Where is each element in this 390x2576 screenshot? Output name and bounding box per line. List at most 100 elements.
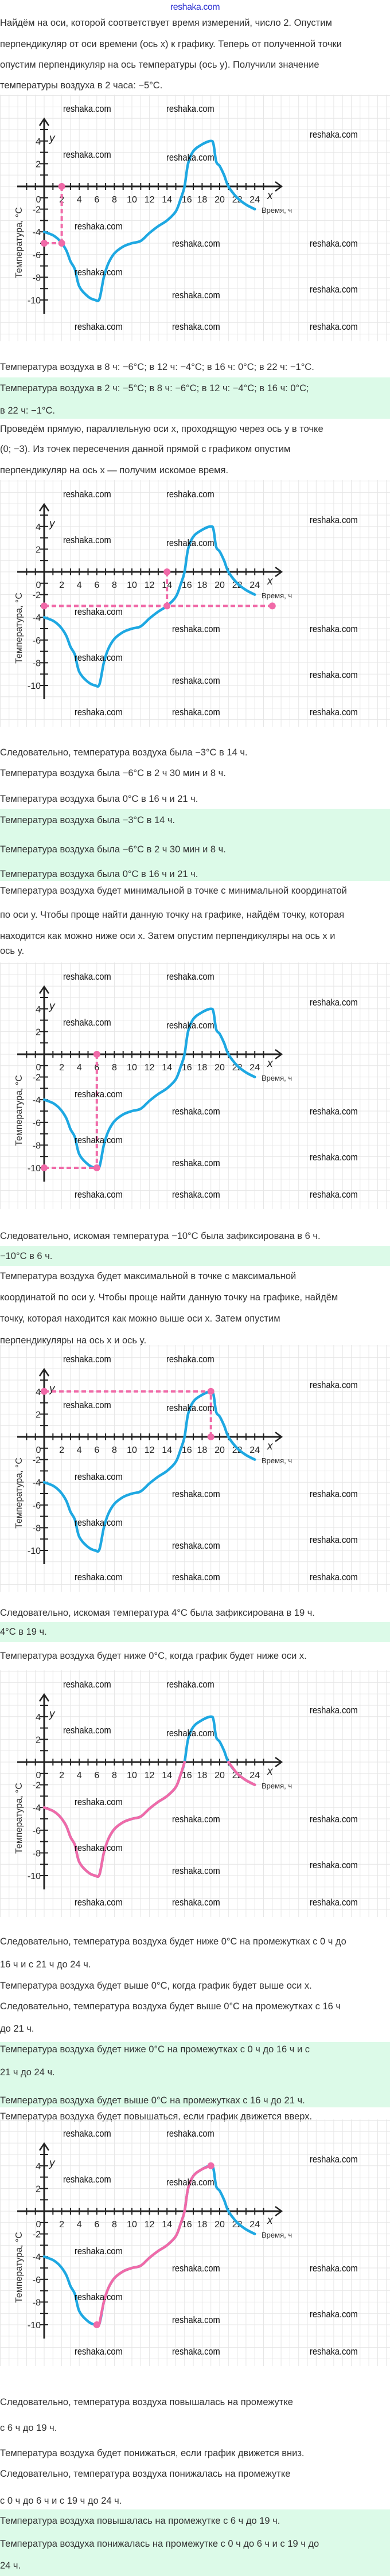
text-line: перпендикуляры на ось x и ось y. — [0, 1335, 147, 1346]
y-axis-arrow-icon — [38, 502, 50, 512]
x-tick-label: 16 — [182, 2220, 192, 2230]
y-tick-label: -10 — [28, 296, 41, 306]
x-tick-label: 12 — [145, 1771, 155, 1780]
x-tick-label: 6 — [94, 1063, 99, 1073]
site-logo-link[interactable]: reshaka.com — [170, 2, 220, 12]
text-line: перпендикуляр от оси времени (ось x) к г… — [0, 39, 342, 49]
y-tick-label: -10 — [28, 2321, 41, 2331]
y-axis-arrow-icon — [38, 1693, 50, 1702]
temperature-curve — [42, 525, 256, 688]
x-axis-label: x — [267, 2215, 274, 2227]
x-tick-label: 20 — [214, 1771, 225, 1780]
y-tick-label: 2 — [36, 545, 41, 555]
x-tick-label: 6 — [94, 1445, 99, 1455]
x-tick-label: 16 — [182, 1063, 192, 1073]
x-axis-label: x — [267, 575, 274, 587]
y-tick-label: -4 — [33, 1096, 41, 1105]
x-tick-label: 0 — [36, 2220, 41, 2230]
text-line: по оси y. Чтобы проще найти данную точку… — [0, 910, 345, 920]
text-line: до 21 ч. — [0, 2024, 34, 2034]
x-tick-label: 22 — [232, 2220, 243, 2230]
x-tick-label: 8 — [112, 580, 117, 590]
answer-line: Температура воздуха будет ниже 0°C на пр… — [0, 2044, 310, 2055]
x-tick-label: 18 — [197, 1063, 208, 1073]
y-tick-label: -8 — [33, 1141, 41, 1151]
text-line: Следовательно, температура воздуха будет… — [0, 2001, 341, 2012]
y-axis-marker-dot — [41, 1388, 48, 1395]
grid — [0, 1670, 390, 1917]
text-line: Следовательно, температура воздуха пониж… — [0, 2469, 291, 2479]
y-axis-title: Температура, °С — [14, 593, 24, 664]
answer-box — [0, 2509, 390, 2576]
x-tick-label: 14 — [162, 195, 172, 205]
temperature-chart: 0 2 4 6 8 10 12 14 16 18 20 22 24 4 2 -2 -4 -6 -8 -10 y x Врем… — [0, 480, 390, 727]
x-tick-label: 22 — [232, 580, 243, 590]
x-tick-label: 14 — [162, 1771, 172, 1780]
text-line: опустим перпендикуляр на ось температуры… — [0, 60, 319, 70]
y-tick-label: -4 — [33, 1478, 41, 1488]
y-axis-title: Температура, °С — [14, 1075, 24, 1146]
x-tick-label: 10 — [127, 195, 137, 205]
y-tick-label: -6 — [33, 2275, 41, 2285]
answer-line: Температура воздуха повышалась на промеж… — [0, 2516, 280, 2526]
temperature-curve — [42, 139, 256, 302]
temperature-chart: 0 2 4 6 8 10 12 14 16 18 20 22 24 4 2 -2 -4 -6 -8 -10 y x Врем… — [0, 1345, 390, 1592]
answer-line: 4°C в 19 ч. — [0, 1627, 47, 1637]
text-line: Температура воздуха будет понижаться, ес… — [0, 2448, 305, 2458]
x-tick-label: 12 — [145, 2220, 155, 2230]
text-line: Температура воздуха будет максимальной в… — [0, 1271, 297, 1281]
y-tick-label: -10 — [28, 1164, 41, 1174]
y-tick-label: -8 — [33, 273, 41, 283]
x-tick-label: 14 — [162, 2220, 172, 2230]
x-tick-label: 22 — [232, 1063, 243, 1073]
x-tick-label: 0 — [36, 195, 41, 205]
chart-svg: 0 2 4 6 8 10 12 14 16 18 20 22 2442-2-4-6-8-10yxВрем… — [0, 95, 390, 341]
y-tick-label: 2 — [36, 1027, 41, 1037]
y-tick-label: -6 — [33, 1119, 41, 1128]
y-axis-arrow-icon — [38, 985, 50, 994]
answer-line: Температура воздуха была −3°C в 14 ч. — [0, 815, 176, 825]
x-tick-label: 8 — [112, 1445, 117, 1455]
x-tick-label: 8 — [112, 1771, 117, 1780]
x-tick-label: 20 — [214, 1063, 225, 1073]
text-line: 16 ч и с 21 ч до 24 ч. — [0, 1959, 91, 1970]
x-tick-label: 16 — [182, 1445, 192, 1455]
y-tick-label: -8 — [33, 658, 41, 668]
y-tick-label: -8 — [33, 1523, 41, 1533]
text-line: Найдём на оси, которой соответствует вре… — [0, 18, 332, 28]
x-tick-label: 12 — [145, 580, 155, 590]
text-line: ось y. — [0, 946, 25, 956]
text-line: Температура воздуха была 0°C в 16 ч и 21… — [0, 794, 198, 804]
grid — [0, 480, 390, 727]
y-axis-arrow-icon — [38, 1367, 50, 1377]
curve-point-dot — [163, 602, 171, 610]
x-axis-arrow-icon — [275, 181, 283, 192]
y-axis-title: Температура, °С — [14, 1457, 24, 1529]
curve-point-dot — [93, 2321, 100, 2328]
x-tick-label: 22 — [232, 1771, 243, 1780]
x-tick-label: 18 — [197, 1771, 208, 1780]
x-tick-label: 18 — [197, 195, 208, 205]
y-axis-arrow-icon — [38, 2142, 50, 2151]
x-tick-label: 4 — [77, 195, 82, 205]
y-axis-title: Температура, °С — [14, 1783, 24, 1854]
x-tick-label: 24 — [249, 1771, 260, 1780]
y-tick-label: -4 — [33, 228, 41, 237]
x-tick-label: 4 — [77, 1063, 82, 1073]
y-tick-label: -8 — [33, 1849, 41, 1858]
chart-svg: 0 2 4 6 8 10 12 14 16 18 20 22 2442-2-4-6-8-10yxВрем… — [0, 480, 390, 727]
y-tick-label: -6 — [33, 1826, 41, 1836]
chart-svg: 0 2 4 6 8 10 12 14 16 18 20 22 2442-2-4-6-8-10yxВрем… — [0, 2119, 390, 2366]
answer-line: Температура воздуха понижалась на промеж… — [0, 2539, 319, 2549]
x-tick-label: 12 — [145, 1445, 155, 1455]
answer-box — [0, 377, 390, 419]
x-tick-label: 8 — [112, 2220, 117, 2230]
x-tick-label: 18 — [197, 1445, 208, 1455]
x-axis-title: Время, ч — [262, 1782, 292, 1790]
y-tick-label: -2 — [33, 2230, 41, 2240]
x-tick-label: 10 — [127, 1445, 137, 1455]
text-line: (0; −3). Из точек пересечения данной пря… — [0, 444, 291, 454]
x-tick-label: 10 — [127, 1063, 137, 1073]
x-tick-label: 8 — [112, 195, 117, 205]
x-tick-label: 20 — [214, 580, 225, 590]
